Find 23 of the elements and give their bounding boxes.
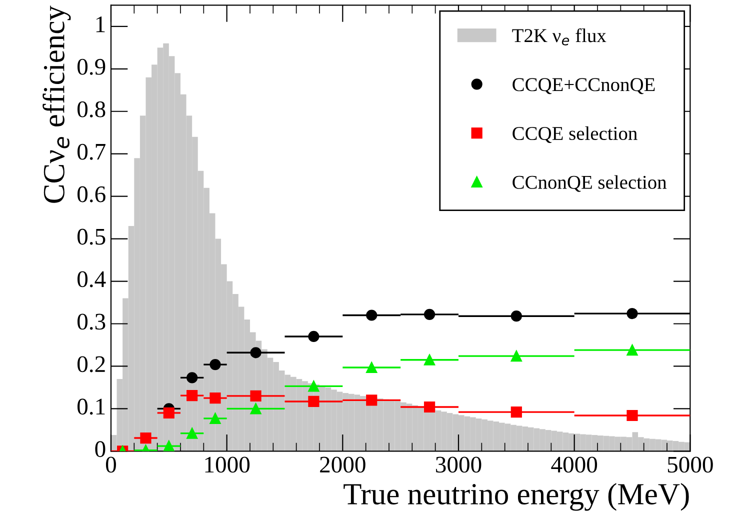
y-tick-label: 0.8 bbox=[78, 101, 106, 118]
y-axis-title: CCν$_{e}$ efficiency bbox=[42, 6, 71, 203]
x-tick-label: 1000 bbox=[205, 456, 250, 473]
legend-label: CCQE selection bbox=[512, 126, 638, 144]
y-tick-label: 0.6 bbox=[78, 186, 106, 202]
x-tick-label: 0 bbox=[106, 456, 116, 473]
legend-label: CCQE+CCnonQE bbox=[512, 78, 655, 94]
y-tick-label: 0.3 bbox=[78, 314, 106, 330]
x-tick-label: 5000 bbox=[668, 456, 713, 473]
y-tick-label: 0.2 bbox=[78, 356, 105, 372]
y-tick-label: 1 bbox=[96, 16, 105, 32]
y-tick-label: 0.9 bbox=[78, 58, 106, 75]
legend-label: CCnonQE selection bbox=[512, 175, 667, 192]
x-tick-label: 3000 bbox=[436, 456, 482, 473]
y-tick-label: 0.4 bbox=[78, 271, 106, 288]
y-tick-label: 0.1 bbox=[78, 398, 105, 415]
x-tick-label: 4000 bbox=[551, 456, 598, 473]
x-axis-title: True neutrino energy (MeV) bbox=[344, 483, 689, 511]
y-tick-label: 0.5 bbox=[78, 228, 106, 245]
y-tick-label: 0.7 bbox=[78, 144, 106, 160]
x-tick-label: 2000 bbox=[320, 456, 366, 473]
legend-label: T2K ν$_{e}$ flux bbox=[512, 28, 606, 46]
y-tick-label: 0 bbox=[95, 441, 106, 458]
